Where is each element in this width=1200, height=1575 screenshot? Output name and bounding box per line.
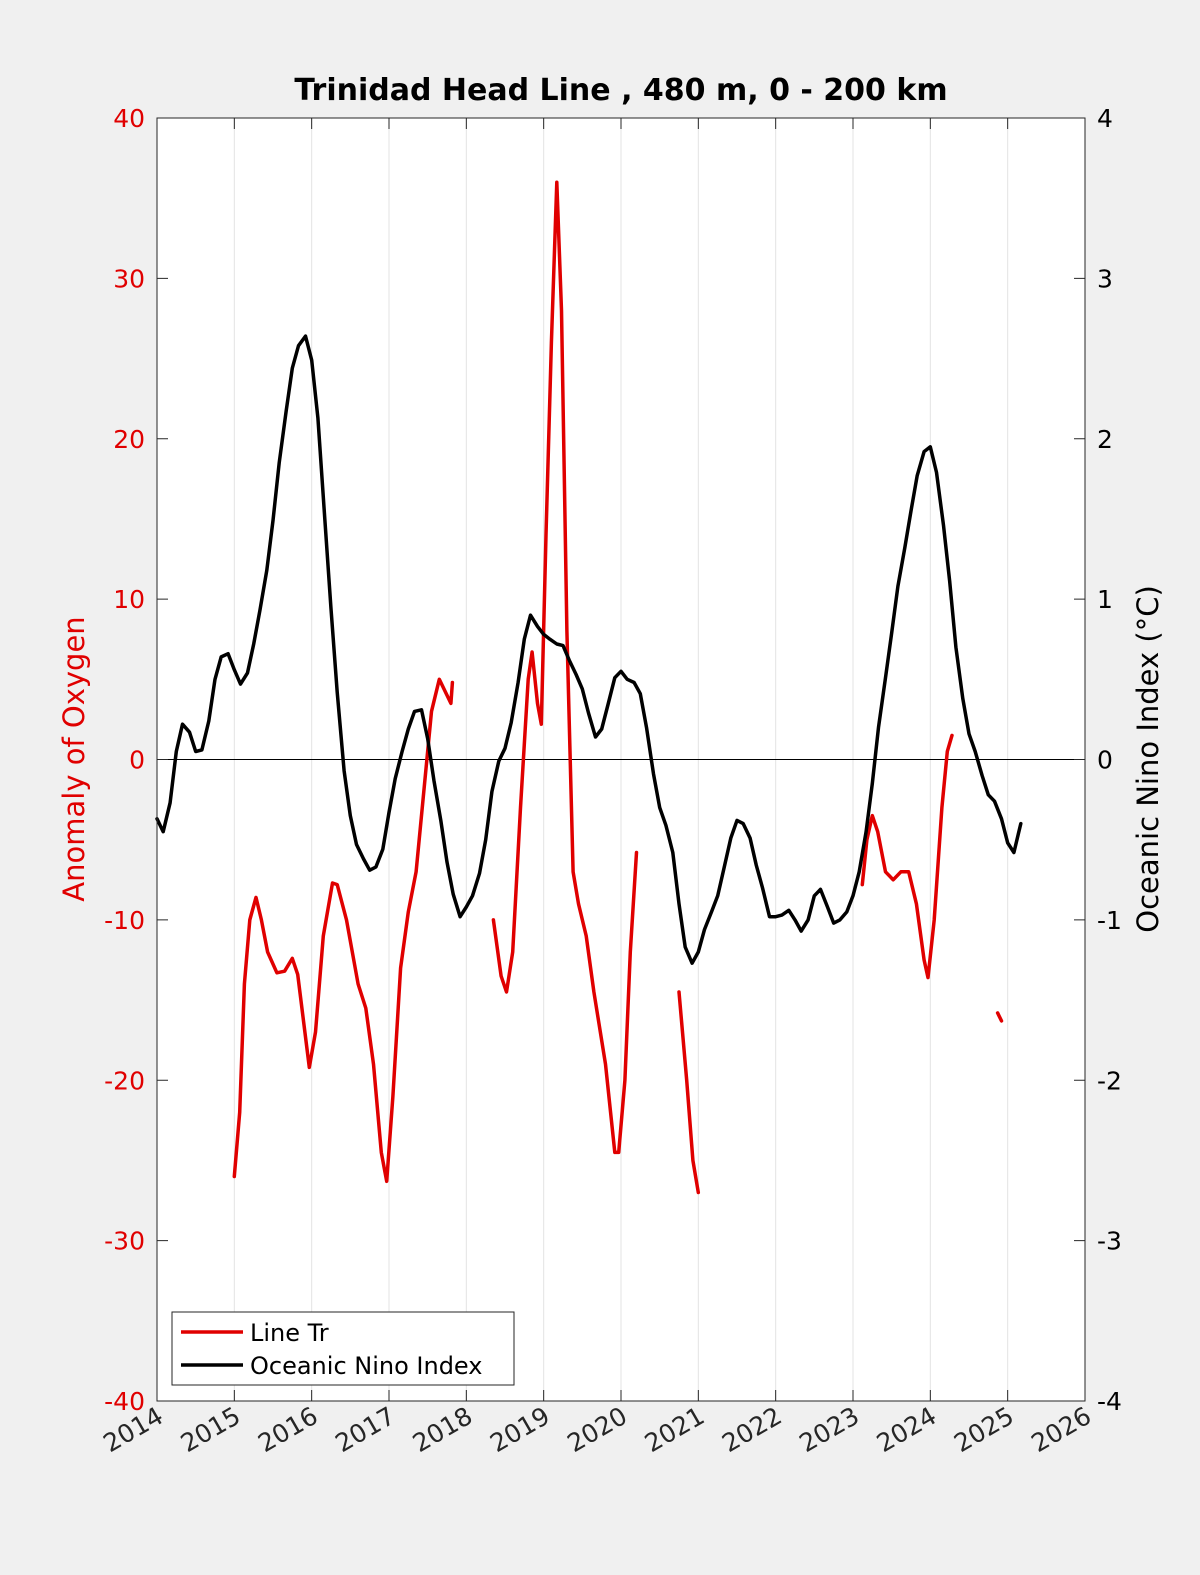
x-tick-label: 2015 [176,1401,246,1458]
left-tick-label: -30 [104,1227,145,1256]
left-tick-label: -40 [104,1387,145,1416]
right-tick-label: 3 [1097,264,1113,293]
legend-label-oni: Oceanic Nino Index [250,1352,482,1380]
x-tick-label: 2021 [640,1401,710,1458]
series-line-tr-segment-2 [677,990,701,1195]
x-tick-label: 2018 [408,1401,478,1458]
legend: Line Tr Oceanic Nino Index [171,1311,515,1386]
x-tick-label: 2022 [717,1401,787,1458]
right-tick-label: 2 [1097,425,1113,454]
legend-box [171,1311,515,1386]
x-tick-label: 2023 [794,1401,864,1458]
left-tick-label: 0 [129,746,145,775]
right-tick-label: -1 [1097,906,1122,935]
right-tick-label: 0 [1097,746,1113,775]
series-line-tr-segment-1 [491,180,639,1155]
left-tick-label: 30 [113,264,145,293]
series-line-tr-segment-4 [995,1011,1004,1023]
x-tick-label: 2016 [253,1401,323,1458]
left-tick-label: -10 [104,906,145,935]
left-axis: -40 -30 -20 -10 0 10 20 30 40 [104,104,168,1416]
right-axis: -4 -3 -2 -1 0 1 2 3 4 [1074,104,1122,1416]
right-tick-label: -3 [1097,1227,1122,1256]
left-tick-label: 10 [113,585,145,614]
x-tick-label: 2019 [485,1401,555,1458]
chart-title: Trinidad Head Line , 480 m, 0 - 200 km [294,73,947,108]
x-tick-label: 2020 [562,1401,632,1458]
x-tick-label: 2025 [949,1401,1019,1458]
series-line-tr-segment-0 [232,677,455,1184]
right-tick-label: -4 [1097,1387,1122,1416]
x-tick-label: 2017 [330,1401,400,1458]
left-tick-label: 40 [113,104,145,133]
x-tick-label: 2026 [1026,1401,1096,1458]
right-tick-label: 1 [1097,585,1113,614]
series-oni-segment-0 [155,334,1023,965]
legend-label-line-tr: Line Tr [250,1319,329,1347]
left-tick-label: -20 [104,1066,145,1095]
left-axis-label: Anomaly of Oxygen [57,616,91,901]
right-tick-label: 4 [1097,104,1113,133]
x-tick-label: 2024 [872,1401,942,1458]
right-axis-label: Oceanic Nino Index (°C) [1131,585,1165,933]
series-line-tr-segment-3 [860,733,954,980]
left-tick-label: 20 [113,425,145,454]
series-layer [155,180,1023,1195]
right-tick-label: -2 [1097,1066,1122,1095]
